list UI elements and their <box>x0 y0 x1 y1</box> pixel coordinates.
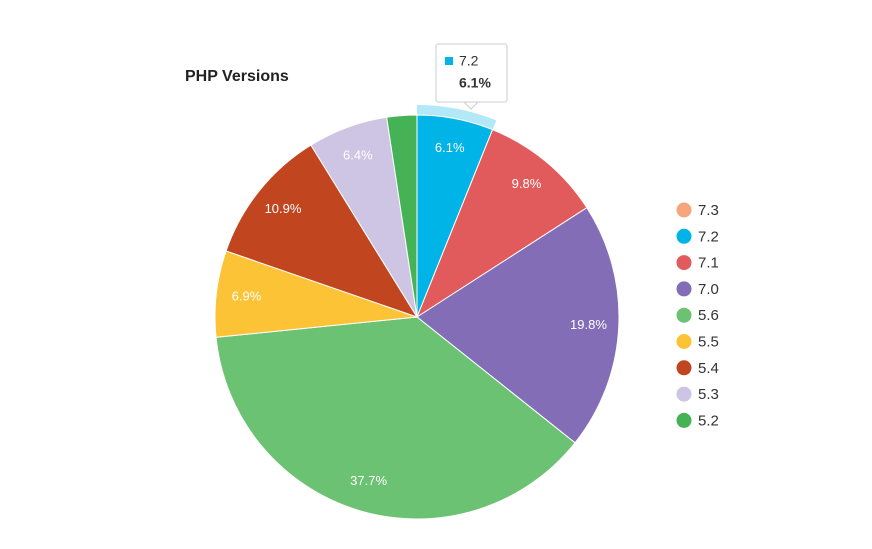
tooltip-category: 7.2 <box>459 53 479 69</box>
chart-title: PHP Versions <box>185 68 289 85</box>
data-label: 6.4% <box>343 147 373 162</box>
pie-slice[interactable] <box>215 316 576 520</box>
data-label: 6.1% <box>435 140 465 155</box>
tooltip-box <box>435 43 508 103</box>
tooltip-value: 6.1% <box>459 75 491 91</box>
data-label: 37.7% <box>350 473 387 488</box>
legend-marker <box>676 334 692 349</box>
tooltip-swatch <box>445 57 453 65</box>
legend-marker <box>676 360 692 376</box>
pie-slice[interactable] <box>415 129 588 319</box>
legend-marker <box>676 255 692 271</box>
legend-marker <box>676 307 692 323</box>
legend-marker <box>676 386 692 402</box>
data-label: 9.8% <box>512 176 542 191</box>
legend-label[interactable]: 7.2 <box>698 228 719 245</box>
legend-label[interactable]: 5.2 <box>698 412 719 429</box>
legend-label[interactable]: 5.5 <box>698 333 719 350</box>
legend-marker <box>676 281 692 297</box>
legend-label[interactable]: 5.4 <box>698 360 719 377</box>
legend-label[interactable]: 7.0 <box>698 281 719 298</box>
data-label: 19.8% <box>570 317 607 332</box>
legend-label[interactable]: 7.1 <box>698 255 719 272</box>
pie-slice[interactable] <box>225 144 419 318</box>
pie-slice[interactable] <box>416 207 620 444</box>
legend-marker <box>676 412 692 428</box>
legend-label[interactable]: 5.3 <box>698 386 719 403</box>
data-label: 10.9% <box>265 201 302 216</box>
legend-label[interactable]: 5.6 <box>698 307 719 324</box>
legend-marker <box>676 228 692 244</box>
legend-marker <box>676 202 692 218</box>
pie-slice[interactable] <box>386 114 418 318</box>
data-label: 6.9% <box>232 289 262 304</box>
tooltip: 7.2 6.1% <box>435 43 508 110</box>
legend-label[interactable]: 7.3 <box>698 202 719 219</box>
